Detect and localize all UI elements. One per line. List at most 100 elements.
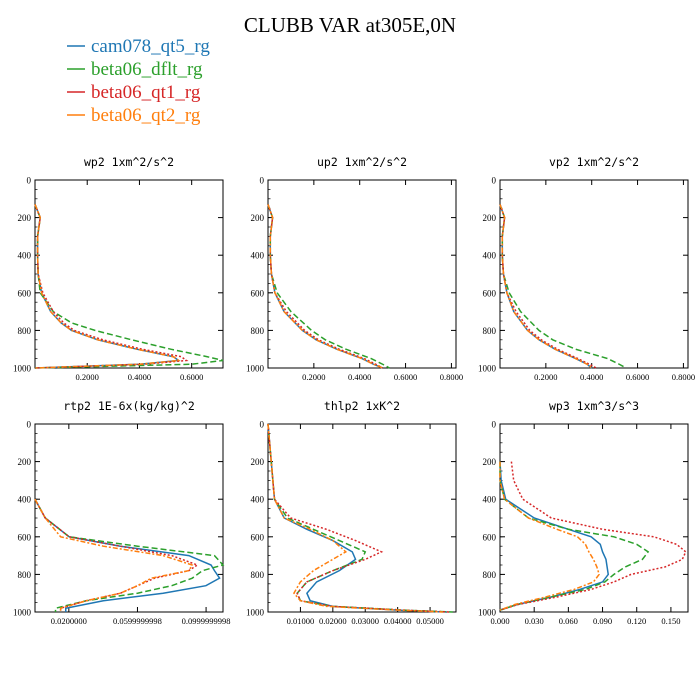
- panels: wp2 1xm^2/s^2 0 200 400 600 800 1000 0.2000 0.40…: [13, 155, 695, 626]
- plot-frame: [499, 179, 689, 369]
- x-tick-label: 0.4000: [580, 372, 603, 382]
- x-tick-label: 0.03000: [351, 616, 379, 626]
- y-tick-label: 400: [483, 251, 497, 261]
- series-line: [34, 498, 221, 612]
- x-tick-label: 0.6000: [626, 372, 649, 382]
- y-tick-label: 1000: [13, 364, 32, 374]
- legend-label: beta06_dflt_rg: [91, 59, 203, 80]
- panel-title: up2 1xm^2/s^2: [317, 155, 407, 169]
- panel-title: rtp2 1E-6x(kg/kg)^2: [63, 399, 195, 413]
- x-tick-label: 0.2000: [76, 372, 99, 382]
- legend-label: cam078_qt5_rg: [91, 36, 210, 57]
- series-line: [267, 204, 390, 369]
- series-line: [499, 461, 610, 611]
- x-tick-label: 0.060: [559, 616, 578, 626]
- chart-panel: up2 1xm^2/s^2 0 200 400 600 800 1000 0.2000 0.40…: [246, 155, 463, 382]
- x-tick-label: 0.8000: [440, 372, 463, 382]
- y-tick-label: 200: [483, 213, 497, 223]
- series-line: [499, 204, 593, 369]
- y-tick-label: 400: [251, 495, 265, 505]
- panel-title: vp2 1xm^2/s^2: [549, 155, 639, 169]
- x-tick-label: 0.8000: [672, 372, 695, 382]
- legend-label: beta06_qt2_rg: [91, 105, 201, 126]
- series-line: [267, 423, 453, 613]
- series-line: [499, 204, 627, 369]
- y-tick-label: 0: [27, 176, 32, 186]
- series-line: [34, 498, 200, 612]
- y-tick-label: 600: [251, 288, 265, 298]
- x-tick-label: 0.02000: [319, 616, 347, 626]
- y-tick-label: 200: [251, 457, 265, 467]
- y-tick-label: 400: [483, 495, 497, 505]
- y-tick-label: 200: [18, 457, 32, 467]
- x-tick-label: 0.000: [490, 616, 509, 626]
- series-line: [499, 461, 600, 611]
- x-tick-label: 0.120: [627, 616, 646, 626]
- y-tick-label: 600: [483, 288, 497, 298]
- y-tick-label: 1000: [246, 608, 265, 618]
- chart-panel: thlp2 1xK^2 0 200 400 600 800 1000 0.01000 0.020…: [246, 399, 457, 626]
- y-tick-label: 1000: [478, 364, 497, 374]
- figure-title: CLUBB VAR at305E,0N: [244, 13, 456, 37]
- y-tick-label: 600: [18, 532, 32, 542]
- x-tick-label: 0.4000: [128, 372, 151, 382]
- series-line: [267, 204, 383, 369]
- y-tick-label: 0: [260, 176, 265, 186]
- x-tick-label: 0.05000: [416, 616, 444, 626]
- series-line: [499, 461, 687, 611]
- panel-title: thlp2 1xK^2: [324, 399, 400, 413]
- x-tick-label: 0.2000: [534, 372, 557, 382]
- legend-label: beta06_qt1_rg: [91, 82, 201, 103]
- x-tick-label: 0.0599999998: [113, 616, 162, 626]
- y-tick-label: 800: [18, 570, 32, 580]
- x-tick-label: 0.04000: [384, 616, 412, 626]
- series-line: [34, 498, 194, 612]
- chart-panel: vp2 1xm^2/s^2 0 200 400 600 800 1000 0.2000 0.40…: [478, 155, 695, 382]
- x-tick-label: 0.6000: [180, 372, 203, 382]
- y-tick-label: 800: [251, 570, 265, 580]
- y-tick-label: 1000: [478, 608, 497, 618]
- x-tick-label: 0.6000: [394, 372, 417, 382]
- series-line: [499, 204, 597, 369]
- y-tick-label: 1000: [246, 364, 265, 374]
- series-line: [267, 204, 383, 369]
- y-tick-label: 0: [492, 420, 497, 430]
- y-tick-label: 0: [260, 420, 265, 430]
- y-tick-label: 800: [251, 326, 265, 336]
- y-tick-label: 600: [251, 532, 265, 542]
- x-tick-label: 0.0200000: [51, 616, 87, 626]
- x-tick-label: 0.01000: [287, 616, 315, 626]
- series-line: [34, 204, 224, 369]
- panel-title: wp2 1xm^2/s^2: [84, 155, 174, 169]
- y-tick-label: 800: [483, 326, 497, 336]
- y-tick-label: 800: [483, 570, 497, 580]
- x-tick-label: 0.4000: [348, 372, 371, 382]
- panel-title: wp3 1xm^3/s^3: [549, 399, 639, 413]
- y-tick-label: 600: [483, 532, 497, 542]
- plot-frame: [267, 179, 457, 369]
- series-line: [34, 498, 225, 612]
- x-tick-label: 0.150: [661, 616, 680, 626]
- y-tick-label: 200: [18, 213, 32, 223]
- y-tick-label: 200: [483, 457, 497, 467]
- plot-frame: [34, 423, 224, 613]
- x-tick-label: 0.030: [525, 616, 544, 626]
- series-line: [267, 423, 444, 613]
- series-line: [267, 423, 447, 613]
- y-tick-label: 0: [492, 176, 497, 186]
- chart-panel: rtp2 1E-6x(kg/kg)^2 0 200 400 600 800 1000 0.02…: [13, 399, 231, 626]
- chart-panel: wp2 1xm^2/s^2 0 200 400 600 800 1000 0.2000 0.40…: [13, 155, 224, 382]
- y-tick-label: 400: [18, 495, 32, 505]
- y-tick-label: 0: [27, 420, 32, 430]
- series-line: [267, 423, 450, 613]
- x-tick-label: 0.2000: [302, 372, 325, 382]
- x-tick-label: 0.090: [593, 616, 612, 626]
- series-line: [499, 461, 650, 611]
- series-line: [267, 204, 383, 369]
- y-tick-label: 600: [18, 288, 32, 298]
- y-tick-label: 1000: [13, 608, 32, 618]
- y-tick-label: 800: [18, 326, 32, 336]
- series-line: [34, 204, 181, 369]
